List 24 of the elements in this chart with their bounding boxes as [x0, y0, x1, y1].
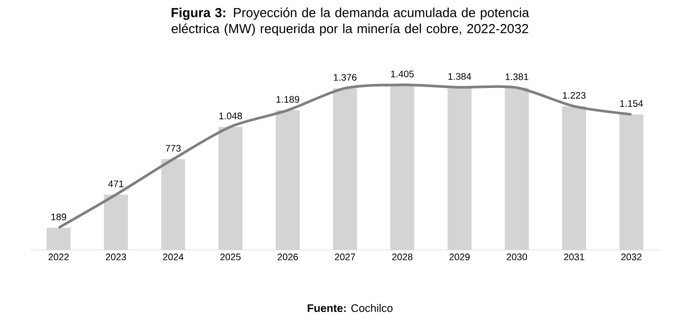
x-tick-label: 2026 — [278, 254, 298, 260]
x-tick-label: 2023 — [106, 254, 126, 260]
data-label: 1.154 — [620, 100, 643, 107]
data-label: 1.223 — [562, 92, 586, 99]
data-label: 1.048 — [219, 112, 242, 120]
chart-title: Figura 3: Proyección de la demanda acumulada de potencia eléctrica (MW) requerida por la minería del cobre, 2022-2032 — [172, 8, 530, 36]
data-label: 1.376 — [334, 74, 356, 81]
data-label: 773 — [166, 144, 181, 152]
x-tick-label: 2028 — [392, 254, 412, 260]
x-tick-label: 2031 — [564, 254, 584, 260]
text: Fuente: Cochilco — [308, 304, 393, 312]
x-tick-label: 2030 — [506, 254, 528, 260]
data-label: 189 — [51, 214, 66, 220]
x-tick-label: 2029 — [449, 254, 470, 260]
data-label: 471 — [108, 180, 124, 188]
data-label: 1.384 — [448, 73, 472, 80]
data-label: 1.381 — [506, 73, 528, 80]
x-tick-label: 2027 — [334, 254, 356, 260]
data-label: 1.189 — [276, 96, 300, 103]
x-tick-label: 2025 — [220, 254, 241, 260]
x-tick-label: 2032 — [621, 254, 642, 260]
x-tick-label: 2024 — [163, 254, 184, 260]
x-tick-label: 2022 — [48, 254, 69, 260]
data-label: 1.405 — [391, 70, 414, 78]
